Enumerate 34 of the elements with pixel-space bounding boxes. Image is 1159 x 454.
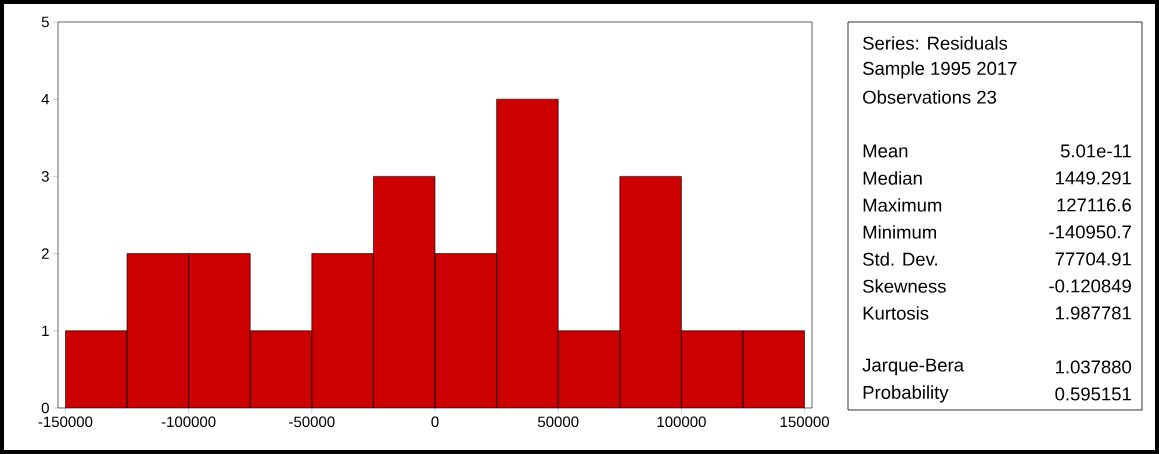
text: -0.120849 <box>1049 279 1131 293</box>
y-tick-label: 1 <box>42 325 49 336</box>
text: Series: Residuals <box>863 36 1008 50</box>
x-tick-label: 50000 <box>537 416 579 428</box>
text: Skewness <box>863 279 946 293</box>
text: Probability <box>863 385 949 403</box>
text: 1.037880 <box>1056 360 1132 374</box>
x-tick-label: 100000 <box>657 416 706 428</box>
text: 1449.291 <box>1056 171 1131 185</box>
y-tick-label: 2 <box>41 248 49 259</box>
text: Observations 23 <box>863 90 997 104</box>
text: Sample 1995 2017 <box>863 61 1017 79</box>
text: Std. Dev. <box>863 252 937 266</box>
y-tick-label: 5 <box>41 16 49 28</box>
text: 5.01e-11 <box>1060 144 1131 158</box>
text: -140950.7 <box>1049 225 1131 239</box>
text: 0.595151 <box>1055 387 1131 401</box>
text: Maximum <box>863 198 942 212</box>
x-tick-label: 150000 <box>780 416 830 428</box>
y-tick-label: 3 <box>41 171 49 182</box>
text: Mean <box>863 144 908 158</box>
y-tick-label: 0 <box>41 402 49 414</box>
text: Median <box>863 171 922 185</box>
text: 1.987781 <box>1056 306 1131 320</box>
text: Jarque-Bera <box>862 358 964 376</box>
text: Minimum <box>863 225 936 239</box>
text: Kurtosis <box>863 306 929 320</box>
x-tick-label: -100000 <box>161 416 216 428</box>
x-tick-label: 0 <box>431 416 439 428</box>
text: 77704.91 <box>1055 252 1131 266</box>
y-tick-label: 4 <box>41 94 50 105</box>
x-tick-label: -150000 <box>38 416 93 428</box>
text: 127116.6 <box>1057 198 1131 212</box>
x-tick-label: -50000 <box>289 416 335 428</box>
